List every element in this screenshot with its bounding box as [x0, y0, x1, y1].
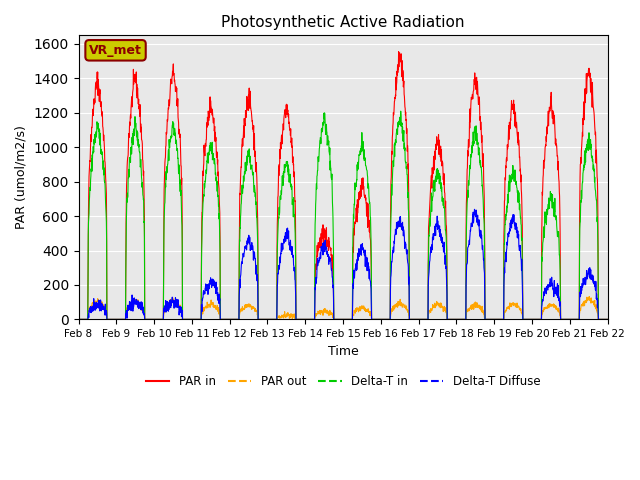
Delta-T in — [372, 316, 380, 322]
Delta-T in — [397, 108, 404, 114]
Delta-T Diffuse — [470, 206, 478, 212]
Delta-T Diffuse — [372, 316, 380, 322]
PAR in — [75, 316, 83, 322]
Delta-T in — [316, 138, 324, 144]
Delta-T in — [604, 316, 611, 322]
Delta-T in — [75, 316, 83, 322]
PAR out — [604, 316, 611, 322]
PAR in — [395, 49, 403, 55]
PAR out — [472, 304, 479, 310]
Delta-T Diffuse — [540, 292, 547, 298]
Delta-T in — [540, 224, 547, 229]
Delta-T Diffuse — [472, 214, 479, 219]
PAR out — [540, 307, 547, 313]
Title: Photosynthetic Active Radiation: Photosynthetic Active Radiation — [221, 15, 465, 30]
Delta-T in — [555, 232, 563, 238]
PAR out — [75, 316, 83, 322]
Delta-T in — [472, 138, 479, 144]
Delta-T Diffuse — [604, 316, 611, 322]
PAR out — [372, 316, 380, 322]
X-axis label: Time: Time — [328, 345, 358, 358]
Line: PAR out: PAR out — [79, 297, 607, 319]
PAR in — [316, 240, 324, 246]
Text: VR_met: VR_met — [89, 44, 142, 57]
Y-axis label: PAR (umol/m2/s): PAR (umol/m2/s) — [15, 125, 28, 229]
PAR out — [316, 308, 324, 313]
Delta-T Diffuse — [75, 316, 83, 322]
Legend: PAR in, PAR out, Delta-T in, Delta-T Diffuse: PAR in, PAR out, Delta-T in, Delta-T Dif… — [141, 371, 545, 393]
PAR out — [586, 294, 593, 300]
PAR out — [604, 316, 611, 322]
Delta-T Diffuse — [604, 316, 611, 322]
PAR in — [540, 158, 547, 164]
Delta-T Diffuse — [555, 294, 563, 300]
Line: Delta-T in: Delta-T in — [79, 111, 607, 319]
Line: Delta-T Diffuse: Delta-T Diffuse — [79, 209, 607, 319]
PAR in — [372, 316, 380, 322]
PAR in — [604, 316, 611, 322]
PAR in — [472, 86, 479, 92]
PAR in — [604, 316, 611, 322]
PAR out — [555, 305, 563, 311]
PAR in — [555, 176, 563, 182]
Line: PAR in: PAR in — [79, 52, 607, 319]
Delta-T Diffuse — [316, 255, 324, 261]
Delta-T in — [604, 316, 611, 322]
